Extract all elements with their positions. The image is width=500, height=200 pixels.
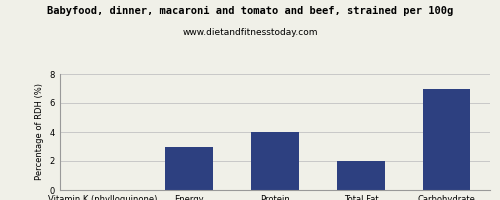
Bar <box>338 161 384 190</box>
Y-axis label: Percentage of RDH (%): Percentage of RDH (%) <box>35 84 44 180</box>
Bar <box>423 88 470 190</box>
Bar <box>166 146 212 190</box>
Text: www.dietandfitnesstoday.com: www.dietandfitnesstoday.com <box>182 28 318 37</box>
Text: Babyfood, dinner, macaroni and tomato and beef, strained per 100g: Babyfood, dinner, macaroni and tomato an… <box>47 6 453 16</box>
Bar <box>252 132 298 190</box>
